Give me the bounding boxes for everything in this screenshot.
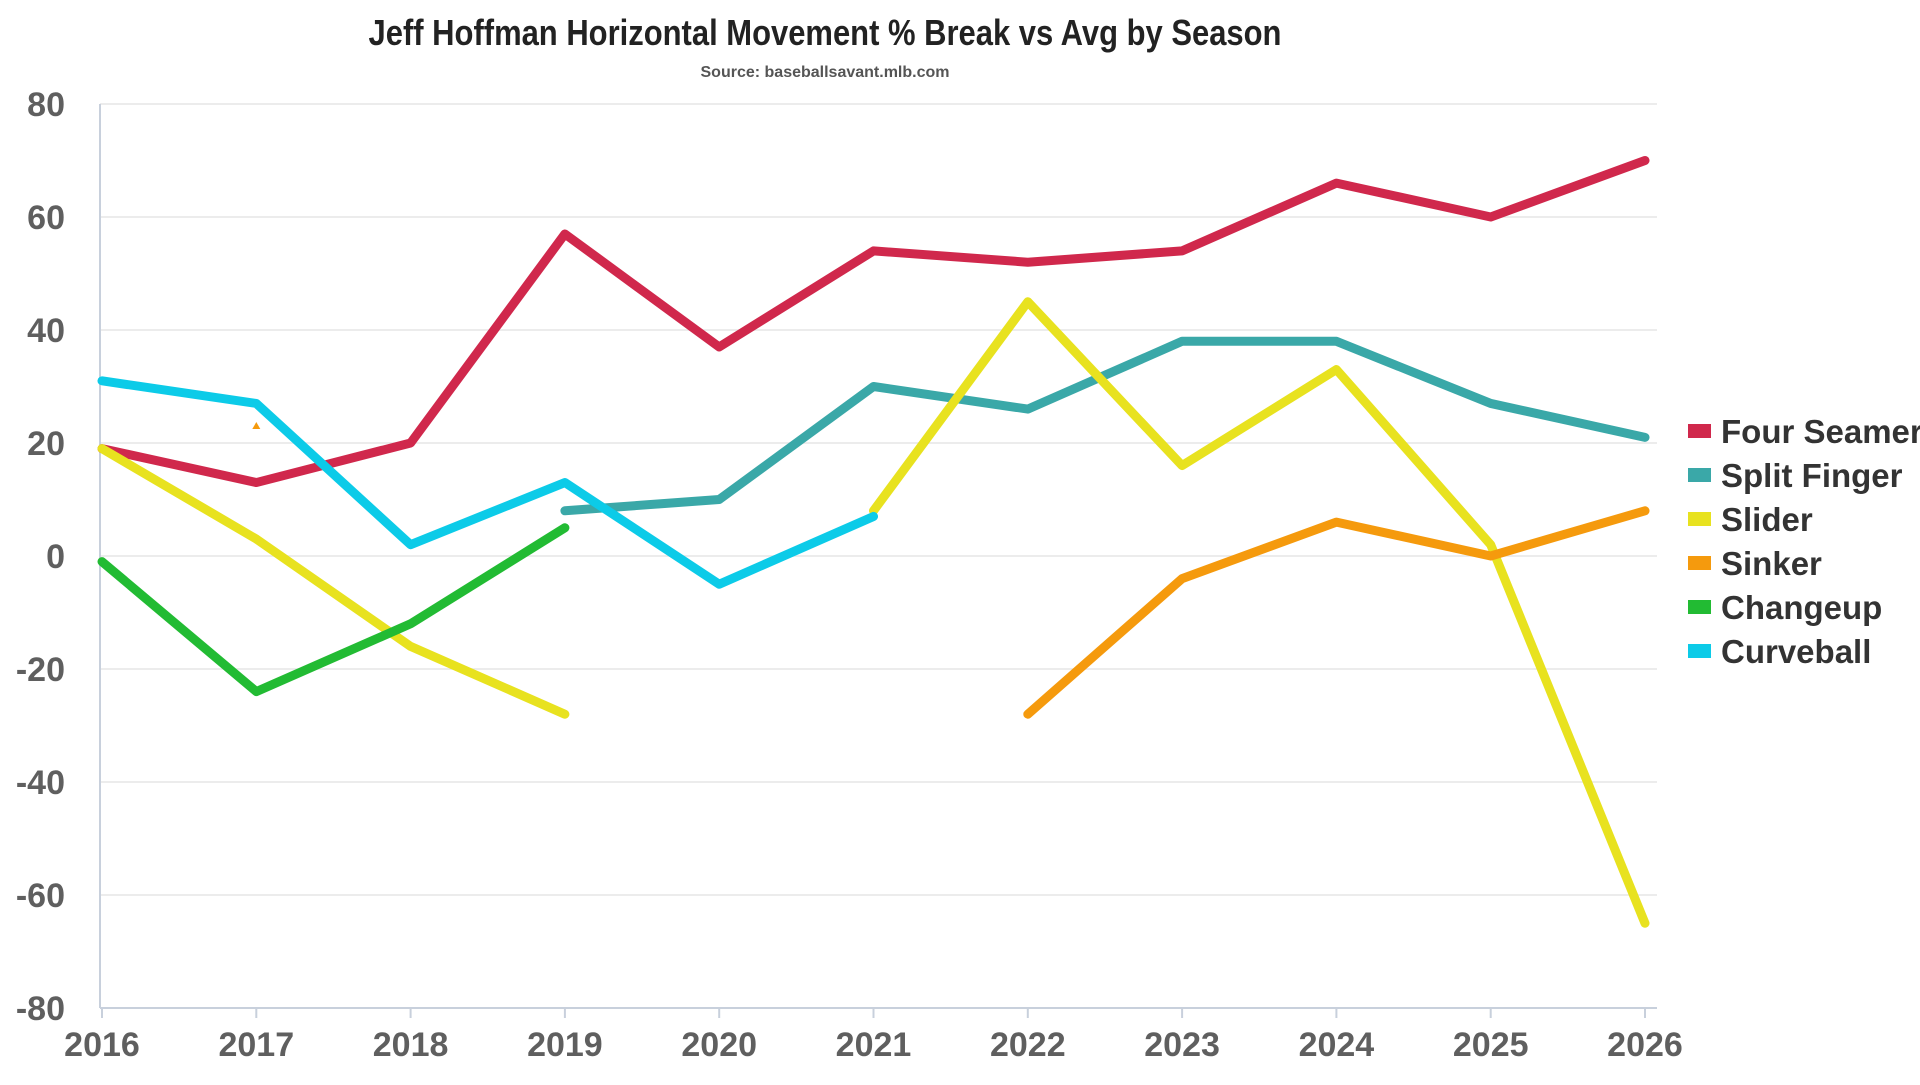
legend-label: Four Seamer xyxy=(1721,413,1920,450)
x-tick-label: 2025 xyxy=(1453,1026,1529,1064)
series-line xyxy=(102,449,565,715)
legend-item[interactable]: Changeup xyxy=(1688,589,1882,626)
series-four-seamer xyxy=(102,160,1645,482)
legend-label: Curveball xyxy=(1721,633,1871,670)
x-tick-label: 2022 xyxy=(990,1026,1066,1064)
y-tick-label: -20 xyxy=(16,651,65,689)
x-tick-label: 2019 xyxy=(527,1026,603,1064)
legend-label: Split Finger xyxy=(1721,457,1903,494)
x-tick-label: 2016 xyxy=(64,1026,140,1064)
legend-label: Slider xyxy=(1721,501,1813,538)
x-tick-label: 2026 xyxy=(1607,1026,1683,1064)
legend-swatch xyxy=(1688,424,1711,438)
series-lines xyxy=(102,160,1645,923)
legend-item[interactable]: Sinker xyxy=(1688,545,1822,582)
chart-title: Jeff Hoffman Horizontal Movement % Break… xyxy=(116,12,1535,54)
y-tick-label: 60 xyxy=(27,199,65,237)
legend-swatch xyxy=(1688,644,1711,658)
gridlines xyxy=(100,104,1657,1008)
x-tick-label: 2017 xyxy=(218,1026,294,1064)
x-tick-label: 2024 xyxy=(1299,1026,1375,1064)
legend-item[interactable]: Split Finger xyxy=(1688,457,1903,494)
series-line xyxy=(102,528,565,692)
legend-label: Changeup xyxy=(1721,589,1882,626)
legend: Four Seamer Split Finger Slider Sinker Chang… xyxy=(1688,413,1920,670)
x-tick-label: 2018 xyxy=(373,1026,449,1064)
x-tick-label: 2023 xyxy=(1144,1026,1220,1064)
legend-item[interactable]: Four Seamer xyxy=(1688,413,1920,450)
legend-item[interactable]: Slider xyxy=(1688,501,1813,538)
series-line xyxy=(102,381,874,584)
y-tick-label: 20 xyxy=(27,425,65,463)
y-tick-label: -60 xyxy=(16,877,65,915)
series-line xyxy=(874,302,1646,924)
series-line xyxy=(102,161,1645,483)
series-slider xyxy=(102,302,1645,924)
series-line xyxy=(565,341,1645,511)
y-tick-label: -80 xyxy=(16,990,65,1028)
axes: -80 -60 -40 -20 0 20 40 60 80 2016 2017 2018 2019 202… xyxy=(16,86,1683,1064)
y-tick-label: 80 xyxy=(27,86,65,124)
legend-item[interactable]: Curveball xyxy=(1688,633,1871,670)
x-tick-label: 2021 xyxy=(836,1026,912,1064)
chart-subtitle: Source: baseballsavant.mlb.com xyxy=(0,64,1650,82)
x-tick-label: 2020 xyxy=(681,1026,757,1064)
series-changeup xyxy=(102,528,565,692)
series-curveball xyxy=(102,381,874,584)
y-tick-label: -40 xyxy=(16,764,65,802)
series-split-finger xyxy=(565,341,1645,511)
legend-swatch xyxy=(1688,468,1711,482)
series-line xyxy=(1028,511,1645,714)
legend-swatch xyxy=(1688,556,1711,570)
y-tick-label: 0 xyxy=(46,538,65,576)
legend-swatch xyxy=(1688,600,1711,614)
legend-swatch xyxy=(1688,512,1711,526)
legend-label: Sinker xyxy=(1721,545,1822,582)
data-point xyxy=(252,422,260,429)
y-tick-label: 40 xyxy=(27,312,65,350)
